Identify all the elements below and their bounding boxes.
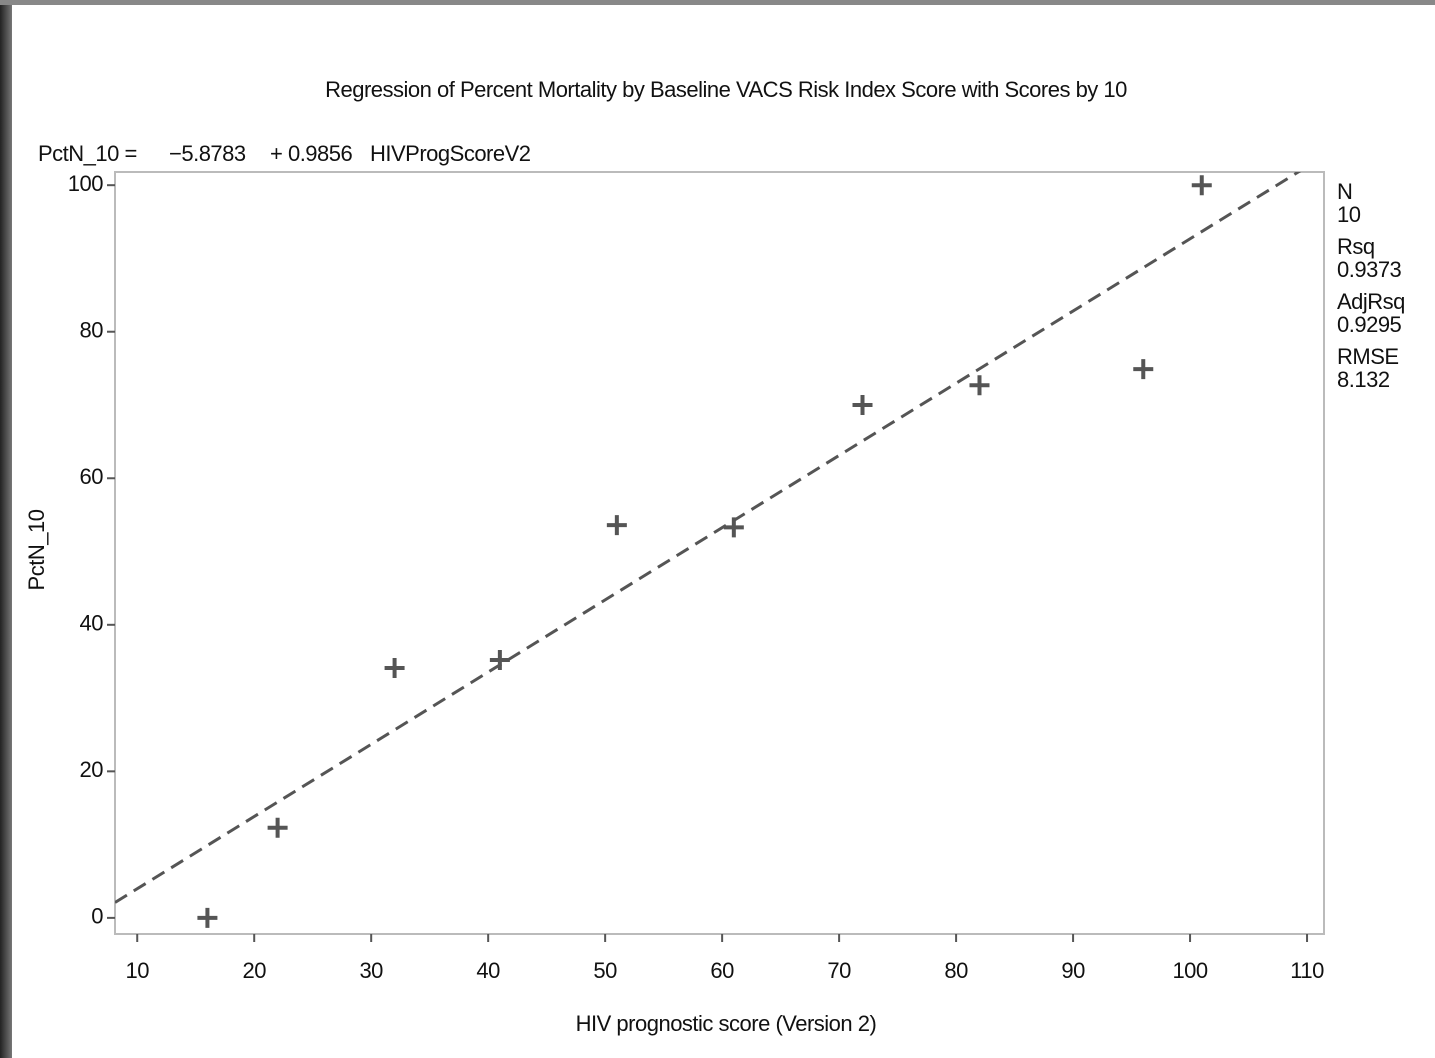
y-tick-label: 0: [91, 904, 103, 929]
point: [723, 517, 744, 538]
stat-name: AdjRsq: [1337, 289, 1405, 314]
point: [384, 658, 405, 679]
x-tick-label: 40: [476, 958, 500, 983]
point: [197, 907, 218, 928]
point: [969, 375, 990, 396]
x-tick-label: 60: [710, 958, 734, 983]
stat-value: 0.9295: [1337, 312, 1402, 337]
stat-name: Rsq: [1337, 234, 1375, 259]
y-tick-label: 80: [80, 318, 104, 343]
x-tick-label: 100: [1172, 958, 1207, 983]
fit-lhs: PctN_10 =: [38, 141, 137, 166]
background: [12, 5, 1435, 1058]
x-tick-label: 80: [944, 958, 968, 983]
y-tick-label: 20: [80, 757, 104, 782]
y-tick-label: 100: [68, 171, 103, 196]
point: [1191, 175, 1212, 196]
frame-top: [0, 0, 1435, 5]
plot-frame: [114, 171, 1325, 935]
point: [606, 515, 627, 536]
x-tick-label: 30: [359, 958, 383, 983]
x-tick-label: 90: [1061, 958, 1085, 983]
x-tick-label: 70: [827, 958, 851, 983]
fit-slope: + 0.9856: [270, 141, 353, 166]
frame-edge: [0, 0, 12, 1058]
point: [1133, 359, 1154, 380]
point: [852, 394, 873, 415]
point: [267, 817, 288, 838]
stat-value: 8.132: [1337, 367, 1390, 392]
x-tick-label: 110: [1290, 958, 1324, 983]
point: [489, 649, 510, 670]
stat-value: 0.9373: [1337, 257, 1402, 282]
fit-intercept: −5.8783: [169, 141, 246, 166]
fit-term: HIVProgScoreV2: [370, 141, 531, 166]
y-tick-label: 60: [80, 464, 104, 489]
stat-value: 10: [1337, 202, 1361, 227]
regression-line: [115, 172, 1302, 904]
x-tick-label: 50: [593, 958, 617, 983]
x-tick-label: 10: [125, 958, 149, 983]
x-axis-label: HIV prognostic score (Version 2): [576, 1011, 877, 1036]
x-tick-label: 20: [242, 958, 266, 983]
stat-name: RMSE: [1337, 344, 1399, 369]
stat-name: N: [1337, 179, 1352, 204]
chart-title: Regression of Percent Mortality by Basel…: [325, 77, 1127, 102]
y-axis-label: PctN_10: [24, 509, 49, 590]
y-tick-label: 40: [80, 611, 104, 636]
